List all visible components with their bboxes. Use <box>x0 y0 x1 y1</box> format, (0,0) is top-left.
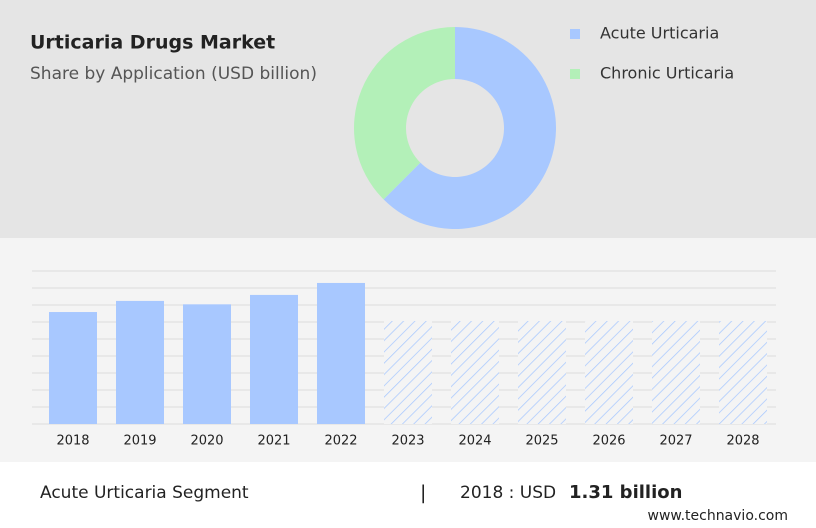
forecast-placeholder <box>518 321 566 424</box>
x-tick-label: 2026 <box>592 434 625 449</box>
x-tick-label: 2020 <box>190 434 223 449</box>
forecast-placeholder <box>585 321 633 424</box>
footer-panel <box>0 462 816 528</box>
bar <box>317 282 365 424</box>
donut-slice <box>383 27 556 229</box>
bar <box>116 300 164 424</box>
x-tick-label: 2018 <box>56 434 89 449</box>
chart-title: Urticaria Drugs Market <box>30 32 275 54</box>
legend-label: Chronic Urticaria <box>600 64 734 83</box>
footer-segment: Acute Urticaria Segment <box>40 483 249 503</box>
x-tick-label: 2028 <box>726 434 759 449</box>
x-tick-label: 2025 <box>525 434 558 449</box>
chart-subtitle: Share by Application (USD billion) <box>30 64 317 84</box>
source: www.technavio.com <box>648 508 789 524</box>
legend-swatch <box>570 29 580 39</box>
x-tick-label: 2024 <box>458 434 491 449</box>
bar <box>49 312 97 424</box>
forecast-placeholder <box>719 321 767 424</box>
x-tick-label: 2023 <box>391 434 424 449</box>
bar <box>250 294 298 424</box>
donut-slice <box>353 27 455 200</box>
x-tick-label: 2022 <box>324 434 357 449</box>
x-tick-label: 2019 <box>123 434 156 449</box>
footer-value: 1.31 billion <box>569 482 682 503</box>
footer-year: 2018 : USD <box>460 483 556 503</box>
bar <box>183 304 231 424</box>
forecast-placeholder <box>451 321 499 424</box>
forecast-placeholder <box>652 321 700 424</box>
footer-separator: | <box>420 482 426 504</box>
forecast-placeholder <box>384 321 432 424</box>
x-tick-label: 2021 <box>257 434 290 449</box>
legend-swatch <box>570 69 580 79</box>
x-tick-label: 2027 <box>659 434 692 449</box>
legend-label: Acute Urticaria <box>600 24 719 43</box>
